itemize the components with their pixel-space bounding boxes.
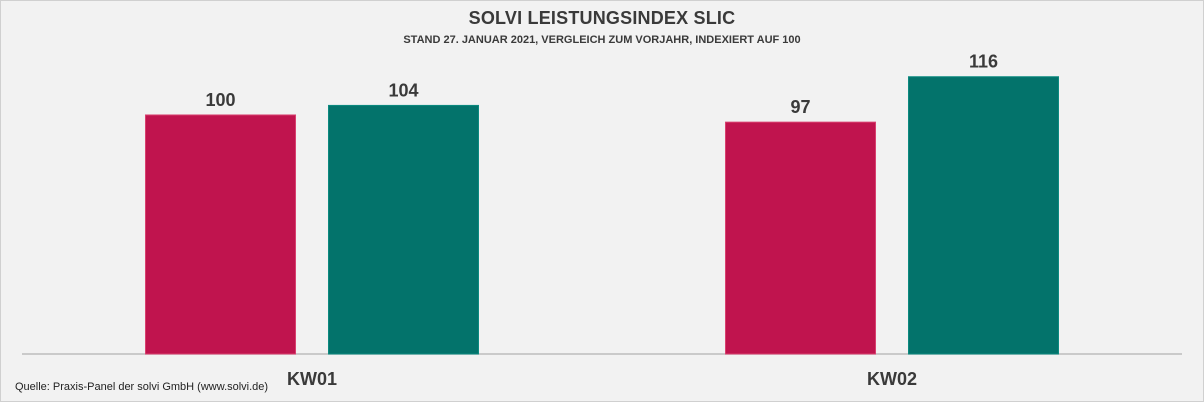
data-label-kw01-series-2: 104 [388, 80, 418, 100]
bar-kw02-series-1 [725, 121, 876, 355]
bar-kw02-series-2 [908, 76, 1059, 355]
x-tick-label-kw02: KW02 [867, 369, 917, 389]
data-label-kw01-series-1: 100 [205, 90, 235, 110]
bar-kw01-series-2 [328, 104, 479, 355]
chart-title: SOLVI LEISTUNGSINDEX SLIC [468, 8, 736, 28]
x-tick-label-kw01: KW01 [287, 369, 337, 389]
source-note: Quelle: Praxis-Panel der solvi GmbH (www… [15, 381, 269, 393]
bar-kw01-series-1 [145, 114, 296, 355]
data-label-kw02-series-2: 116 [969, 52, 998, 72]
data-label-kw02-series-1: 97 [790, 97, 810, 117]
chart-subtitle: STAND 27. JANUAR 2021, VERGLEICH ZUM VOR… [403, 34, 801, 46]
